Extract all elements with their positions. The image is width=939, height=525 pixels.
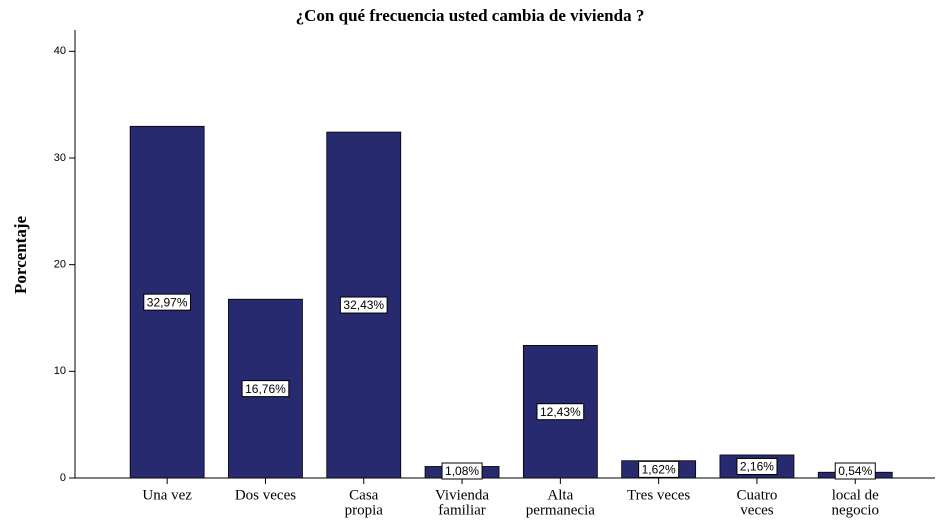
y-tick-label: 0 [60,472,66,484]
x-tick-label: local de [832,487,879,503]
value-label: 16,76% [245,382,286,396]
value-label-box [638,460,680,478]
x-tick-label: permanecia [526,502,595,518]
value-label-box [339,296,388,314]
x-tick-label: Dos veces [235,487,296,503]
x-tick-label: Casa [349,487,379,503]
value-label-box [736,457,778,475]
x-tick-label: Vivienda [435,487,489,503]
x-tick-label: Tres veces [627,487,690,503]
chart-title: ¿Con qué frecuencia usted cambia de vivi… [296,6,645,25]
value-label: 0,54% [838,464,872,478]
value-label: 1,62% [642,463,676,477]
y-axis-label: Porcentaje [11,216,30,294]
x-tick-label: negocio [832,502,879,518]
value-label-box [143,293,192,311]
value-label: 32,97% [147,295,188,309]
x-tick-label: propia [345,502,384,518]
y-tick-label: 20 [54,259,66,271]
x-tick-label: Cuatro [737,487,778,503]
value-label-box [834,462,876,480]
x-tick-label: veces [740,502,773,518]
value-label: 2,16% [740,460,774,474]
x-tick-label: familiar [438,502,485,518]
y-tick-label: 30 [54,152,66,164]
x-tick-label: Alta [547,487,573,503]
value-label: 12,43% [540,405,581,419]
y-tick-label: 10 [54,365,66,377]
value-label: 1,08% [445,464,479,478]
value-label-box [536,403,585,421]
x-tick-label: Una vez [142,487,192,503]
value-label: 32,43% [343,298,384,312]
value-label-box [241,380,290,398]
value-label-box [441,462,483,480]
y-tick-label: 40 [54,45,66,57]
